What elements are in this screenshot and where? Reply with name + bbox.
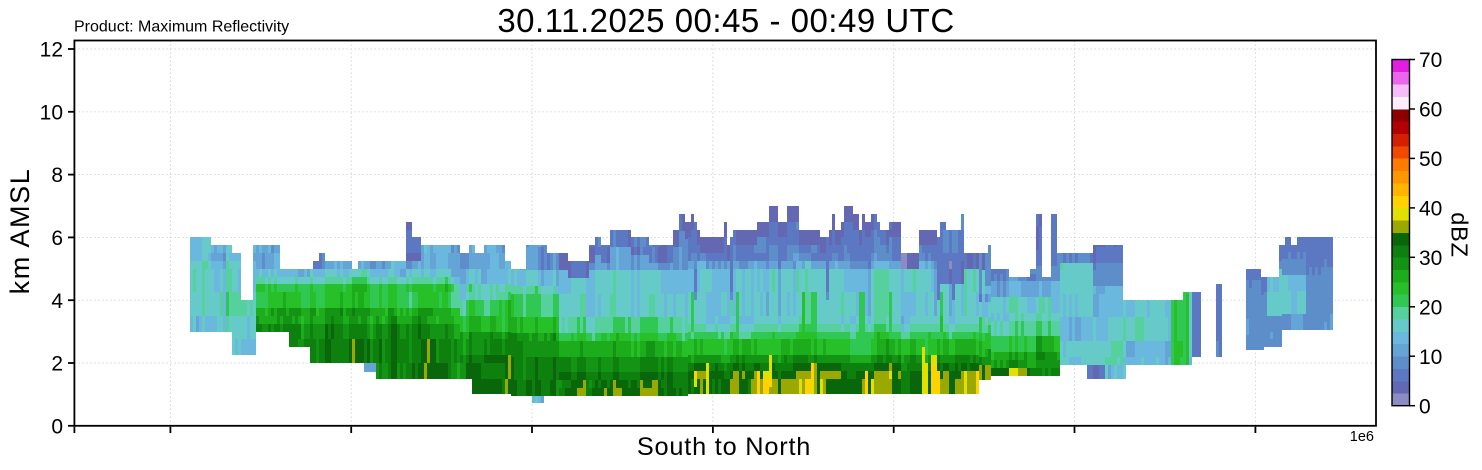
svg-text:2: 2 [51,353,63,376]
svg-text:30.11.2025 00:45 - 00:49 UTC: 30.11.2025 00:45 - 00:49 UTC [497,2,954,39]
svg-text:30: 30 [1419,247,1442,270]
svg-text:50: 50 [1419,148,1442,171]
svg-text:8: 8 [51,164,63,187]
svg-text:Product: Maximum Reflectivity: Product: Maximum Reflectivity [74,19,289,36]
svg-text:12: 12 [40,39,63,62]
svg-text:km AMSL: km AMSL [5,168,35,295]
svg-text:10: 10 [40,101,63,124]
svg-text:0: 0 [51,415,63,438]
svg-text:10: 10 [1419,346,1442,369]
svg-text:dBZ: dBZ [1447,212,1473,258]
svg-text:South to North: South to North [637,433,811,461]
svg-text:20: 20 [1419,296,1442,319]
svg-text:60: 60 [1419,99,1442,122]
svg-text:0: 0 [1419,395,1431,418]
svg-text:1e6: 1e6 [1350,429,1374,445]
svg-text:70: 70 [1419,49,1442,72]
svg-text:6: 6 [51,227,63,250]
svg-text:4: 4 [51,290,63,313]
svg-text:40: 40 [1419,198,1442,221]
